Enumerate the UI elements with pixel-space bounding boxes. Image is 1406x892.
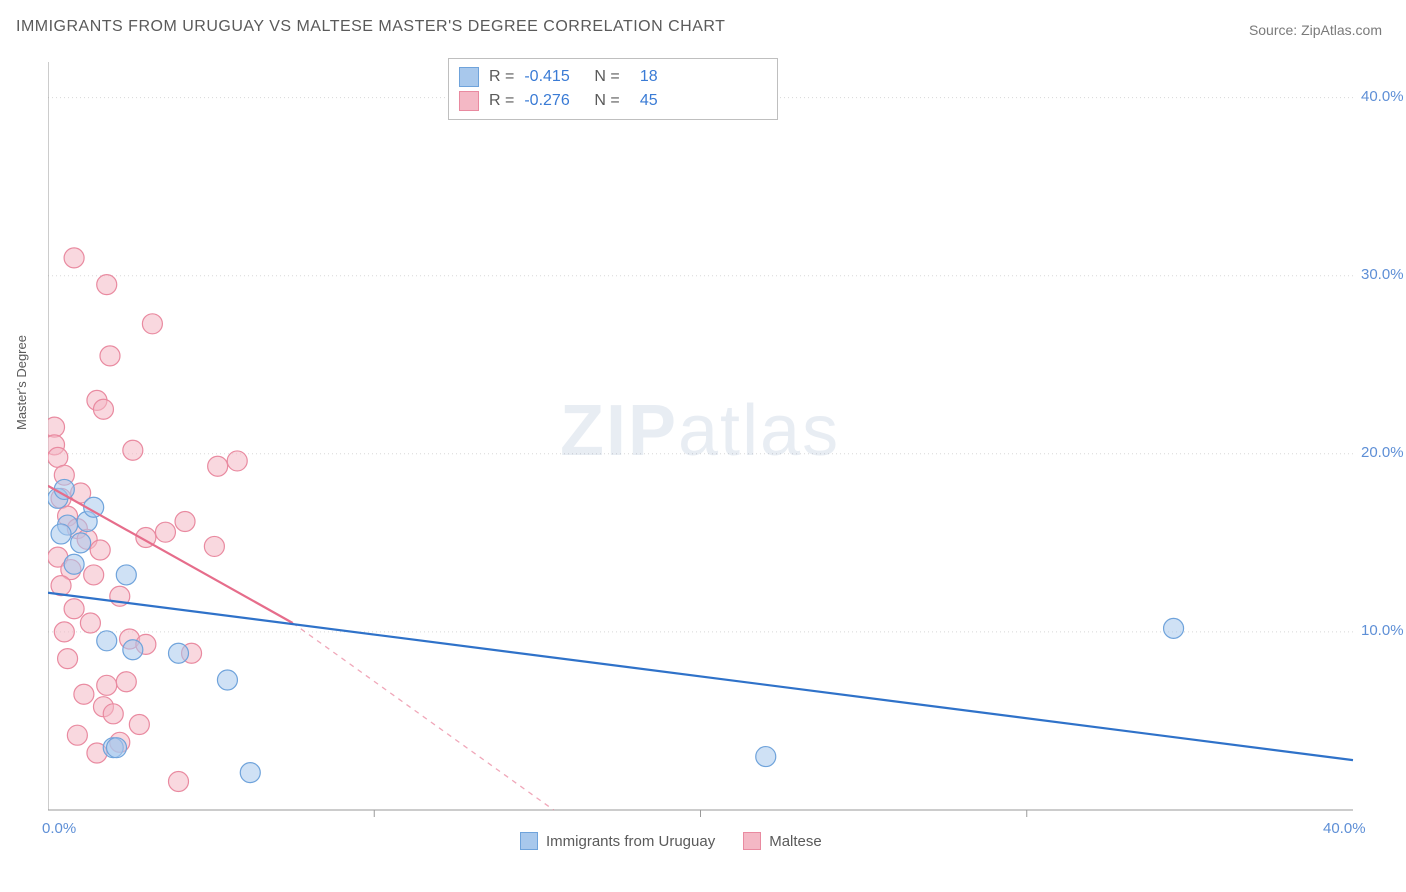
legend-label: Immigrants from Uruguay [546, 833, 715, 850]
stat-r-label: R = [489, 65, 514, 89]
scatter-plot [48, 50, 1378, 835]
stat-n-label: N = [594, 65, 619, 89]
stat-n-label: N = [594, 89, 619, 113]
stat-n-value: 18 [630, 65, 658, 89]
source-attribution: Source: ZipAtlas.com [1249, 22, 1382, 38]
y-tick-label: 40.0% [1361, 88, 1404, 105]
chart-title: IMMIGRANTS FROM URUGUAY VS MALTESE MASTE… [16, 18, 725, 36]
y-tick-label: 10.0% [1361, 622, 1404, 639]
y-tick-label: 30.0% [1361, 266, 1404, 283]
source-value: ZipAtlas.com [1301, 22, 1382, 38]
legend-item: Maltese [743, 832, 822, 850]
legend-item: Immigrants from Uruguay [520, 832, 715, 850]
x-tick-label: 40.0% [1323, 820, 1366, 837]
y-axis-label: Master's Degree [14, 335, 29, 430]
y-tick-label: 20.0% [1361, 444, 1404, 461]
series-swatch [459, 91, 479, 111]
stats-row: R = -0.276 N = 45 [459, 89, 767, 113]
stat-r-label: R = [489, 89, 514, 113]
x-tick-label: 0.0% [42, 820, 76, 837]
stat-n-value: 45 [630, 89, 658, 113]
legend-bottom: Immigrants from Uruguay Maltese [520, 832, 822, 850]
correlation-stats-box: R = -0.415 N = 18 R = -0.276 N = 45 [448, 58, 778, 120]
stat-r-value: -0.276 [524, 89, 584, 113]
stats-row: R = -0.415 N = 18 [459, 65, 767, 89]
legend-swatch [743, 832, 761, 850]
legend-label: Maltese [769, 833, 822, 850]
source-label: Source: [1249, 22, 1297, 38]
series-swatch [459, 67, 479, 87]
stat-r-value: -0.415 [524, 65, 584, 89]
legend-swatch [520, 832, 538, 850]
